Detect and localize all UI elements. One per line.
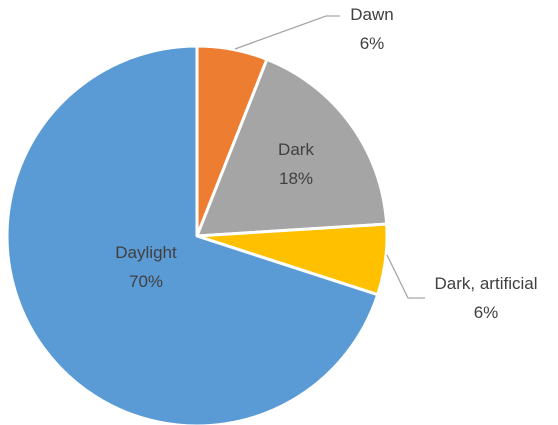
data-label-category: Daylight: [115, 243, 177, 262]
slices-layer: [5, 44, 389, 425]
pie-slice-daylight: [5, 44, 380, 425]
data-labels-layer: Dawn 6% Dark 18% Dark, artificial 6% Daylight 7…: [115, 5, 537, 322]
data-label-dark-artificial: Dark, artificial 6%: [435, 274, 538, 322]
data-label-dark: Dark 18%: [278, 140, 314, 188]
data-label-category: Dark: [278, 140, 314, 159]
data-label-daylight: Daylight 70%: [115, 243, 177, 291]
leader-line-dawn: [234, 15, 340, 50]
data-label-percent: 18%: [279, 169, 313, 188]
data-label-category: Dark, artificial: [435, 274, 538, 293]
data-label-percent: 70%: [129, 272, 163, 291]
pie-slice-dark: [195, 57, 389, 238]
data-label-percent: 6%: [360, 34, 385, 53]
leader-lines-layer: [234, 15, 425, 299]
leader-line-dark-artificial: [386, 254, 425, 299]
data-label-percent: 6%: [474, 303, 499, 322]
data-label-category: Dawn: [350, 5, 393, 24]
data-label-dawn: Dawn 6%: [350, 5, 393, 53]
